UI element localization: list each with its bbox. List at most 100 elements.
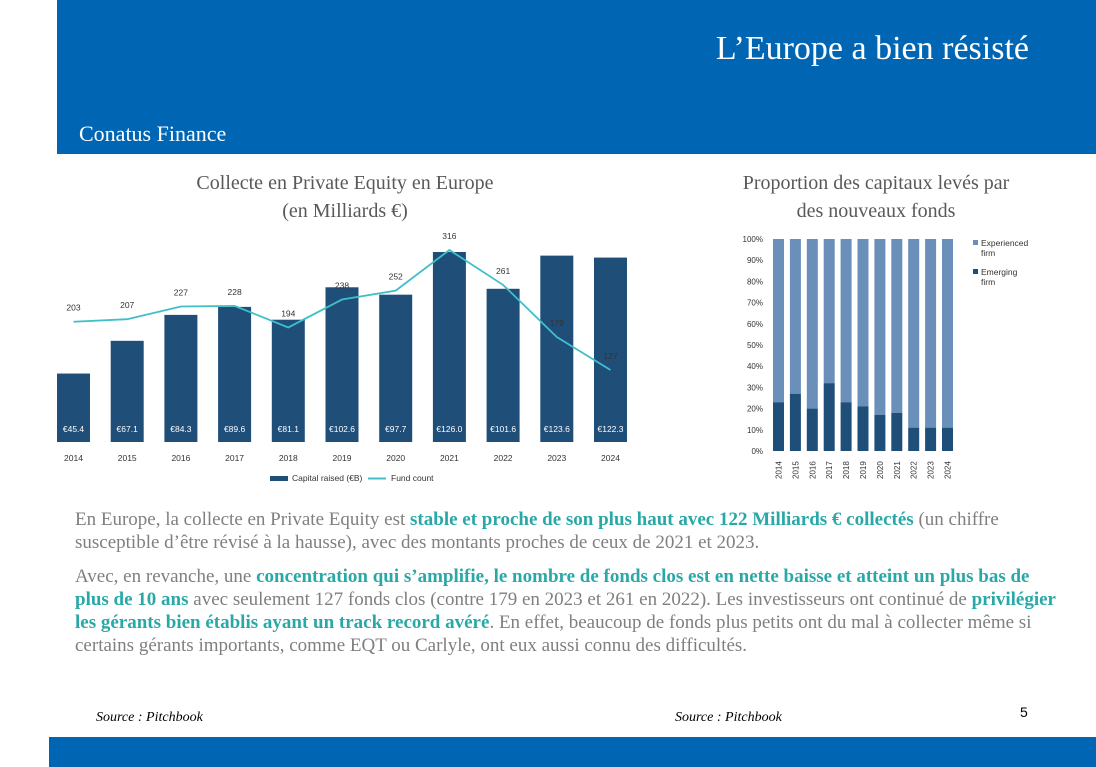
legend-swatch-0 (973, 240, 978, 245)
capital-label-2014: €45.4 (63, 424, 85, 434)
x-tick-2015: 2015 (118, 453, 137, 463)
x-tick-2018: 2018 (842, 461, 851, 479)
emerging-bar-2017 (823, 383, 835, 451)
legend-label-0-line1: Experienced (981, 238, 1029, 248)
capital-bar-2020 (379, 294, 413, 442)
capital-label-2016: €84.3 (170, 424, 192, 434)
fund-count-label-2023: 179 (550, 318, 564, 328)
fund-count-label-2014: 203 (66, 303, 80, 313)
chart1-title-line1: Collecte en Private Equity en Europe (196, 172, 494, 194)
x-tick-2014: 2014 (64, 453, 83, 463)
capital-label-2020: €97.7 (385, 424, 407, 434)
x-tick-2024: 2024 (601, 453, 620, 463)
x-tick-2017: 2017 (825, 461, 834, 479)
paragraph-2: Avec, en revanche, une concentration qui… (75, 565, 1065, 657)
legend-swatch-1 (973, 269, 978, 274)
fund-count-label-2019: 238 (335, 281, 349, 291)
source-left: Source : Pitchbook (96, 710, 203, 725)
capital-bar-2024 (594, 257, 627, 442)
x-tick-2022: 2022 (910, 461, 919, 479)
x-tick-2019: 2019 (333, 453, 352, 463)
x-tick-2022: 2022 (494, 453, 513, 463)
fund-count-label-2021: 316 (442, 231, 456, 241)
emerging-bar-2016 (806, 408, 818, 451)
source-right: Source : Pitchbook (675, 710, 782, 725)
capital-label-2017: €89.6 (224, 424, 246, 434)
y-tick-0: 0% (751, 447, 763, 456)
experienced-bar-2022 (908, 239, 920, 428)
capital-bar-2019 (325, 287, 359, 442)
fund-count-label-2017: 228 (228, 287, 242, 297)
chart1-title: Collecte en Private Equity en Europe (en… (145, 169, 545, 225)
legend-label-1: Emerging firm (981, 267, 1018, 287)
x-tick-2014: 2014 (775, 461, 784, 479)
capital-bar-2014 (57, 373, 90, 442)
chart1-title-line2: (en Milliards €) (282, 200, 408, 222)
capital-label-2023: €123.6 (544, 424, 570, 434)
y-tick-8: 80% (747, 277, 763, 286)
capital-bar-2017 (218, 306, 252, 442)
emerging-bar-2022 (908, 427, 920, 451)
paragraph-1: En Europe, la collecte en Private Equity… (75, 508, 1065, 554)
capital-bar-2018 (271, 319, 305, 442)
x-tick-2015: 2015 (791, 461, 800, 479)
emerging-bar-2020 (874, 414, 886, 451)
emerging-bar-2018 (840, 402, 852, 451)
capital-label-2022: €101.6 (490, 424, 516, 434)
experienced-bar-2023 (925, 239, 937, 428)
fund-count-label-2022: 261 (496, 266, 510, 276)
fund-count-line (73, 248, 611, 371)
fund-count-label-2018: 194 (281, 308, 295, 318)
y-tick-2: 20% (747, 405, 763, 414)
emerging-bar-2015 (789, 393, 801, 451)
x-tick-2017: 2017 (225, 453, 244, 463)
body-text: En Europe, la collecte en Private Equity… (75, 508, 1065, 668)
experienced-bar-2021 (891, 239, 903, 413)
legend-label-0: Experienced firm (981, 238, 1029, 258)
emerging-bar-2021 (891, 412, 903, 451)
legend-label-0-line2: firm (981, 248, 995, 258)
page-number: 5 (1020, 704, 1028, 720)
x-tick-2020: 2020 (386, 453, 405, 463)
x-tick-2021: 2021 (893, 461, 902, 479)
y-tick-10: 100% (743, 235, 763, 244)
p1-text-2: (un chiffre susceptible d’être révisé à … (75, 509, 999, 553)
y-tick-6: 60% (747, 320, 763, 329)
fund-count-label-2024: 127 (603, 351, 617, 361)
x-tick-2016: 2016 (171, 453, 190, 463)
legend-capital-swatch (270, 476, 288, 481)
capital-bar-2016 (164, 314, 198, 442)
legend-fund-count-label: Fund count (391, 473, 434, 483)
capital-label-2024: €122.3 (598, 424, 624, 434)
header-banner: L’Europe a bien résisté Conatus Finance (57, 0, 1096, 154)
experienced-bar-2020 (874, 239, 886, 415)
emerging-bar-2023 (925, 427, 937, 451)
experienced-bar-2019 (857, 239, 869, 407)
experienced-bar-2017 (823, 239, 835, 384)
p1-highlight-1: stable et proche de son plus haut avec 1… (410, 509, 914, 530)
y-tick-9: 90% (747, 256, 763, 265)
brand-name: Conatus Finance (79, 121, 227, 146)
footer-bar (49, 737, 1096, 767)
capital-bar-2023 (540, 255, 574, 442)
fund-count-label-2020: 252 (389, 272, 403, 282)
emerging-bar-2014 (773, 402, 784, 451)
x-tick-2023: 2023 (927, 461, 936, 479)
capital-label-2018: €81.1 (278, 424, 300, 434)
chart2-title-line2: des nouveaux fonds (796, 200, 956, 222)
legend-capital-label: Capital raised (€B) (292, 473, 363, 483)
fund-count-label-2015: 207 (120, 300, 134, 310)
y-tick-7: 70% (747, 299, 763, 308)
p2-highlight-2: privilégier les gérants bien établis aya… (75, 589, 1056, 633)
experienced-bar-2018 (840, 239, 852, 403)
chart2-title: Proportion des capitaux levés par des no… (700, 169, 1052, 225)
p2-highlight-1: concentration qui s’amplifie, le nombre … (75, 566, 1030, 610)
slide-title: L’Europe a bien résisté (715, 30, 1029, 67)
experienced-bar-2014 (773, 239, 784, 403)
fund-count-label-2016: 227 (174, 288, 188, 298)
y-tick-1: 10% (747, 426, 763, 435)
x-tick-2021: 2021 (440, 453, 459, 463)
p1-text-1: En Europe, la collecte en Private Equity… (75, 509, 411, 530)
y-tick-3: 30% (747, 383, 763, 392)
experienced-bar-2016 (806, 239, 818, 409)
